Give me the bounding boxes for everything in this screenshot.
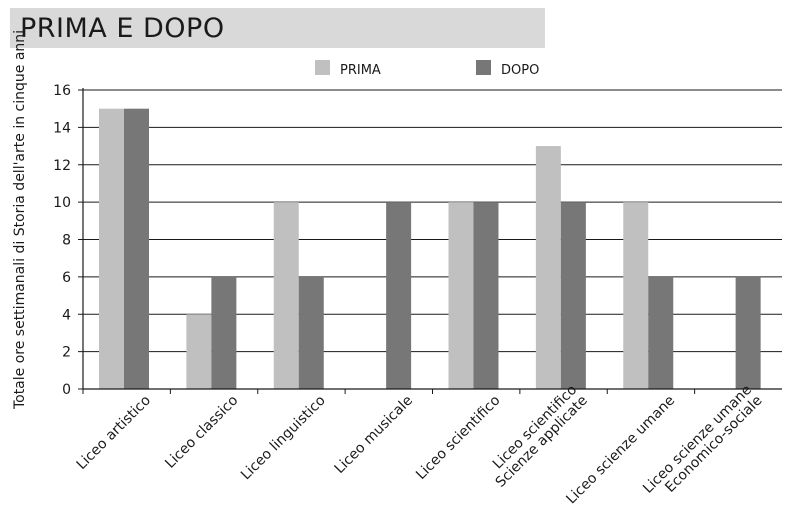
y-tick-label: 16 [53, 83, 71, 99]
y-tick-label: 12 [53, 158, 71, 174]
bar-prima [448, 202, 474, 389]
bar-prima [623, 202, 649, 389]
legend-swatch-prima [315, 60, 330, 75]
x-tick-label-line: Economico-sociale [662, 393, 765, 496]
legend-label-prima: PRIMA [340, 63, 381, 78]
x-tick-label: Liceo scientifico [413, 393, 503, 483]
y-tick-label: 6 [62, 270, 71, 286]
bar-dopo [386, 202, 412, 389]
y-tick-label: 4 [62, 307, 71, 323]
x-tick-label-line: Liceo scientifico [413, 393, 503, 483]
y-tick-label: 10 [53, 195, 71, 211]
y-tick-label: 0 [62, 382, 71, 398]
bar-prima [186, 314, 212, 389]
bar-dopo [298, 276, 324, 389]
y-axis-title: Totale ore settimanali di Storia dell'ar… [12, 30, 28, 410]
bar-prima [99, 108, 124, 389]
x-tick-label-line: Liceo classico [162, 393, 241, 472]
bar-dopo [211, 276, 237, 389]
x-tick-label-line: Liceo linguistico [238, 393, 329, 484]
bar-dopo [473, 202, 499, 389]
y-tick-label: 14 [53, 120, 71, 136]
x-tick-label: Liceo artistico [74, 393, 154, 473]
bar-dopo [648, 276, 674, 389]
bar-prima [535, 146, 561, 389]
x-tick-label: Liceo classico [162, 393, 241, 472]
x-tick-label: Liceo linguistico [238, 393, 329, 484]
legend-label-dopo: DOPO [501, 63, 539, 78]
y-tick-label: 2 [62, 345, 71, 361]
title-bar: PRIMA E DOPO [10, 8, 545, 48]
x-tick-label: Liceo musicale [332, 393, 416, 477]
y-tick-label: 8 [62, 233, 71, 249]
bar-dopo [124, 108, 149, 389]
bar-prima [273, 202, 299, 389]
chart-title: PRIMA E DOPO [20, 13, 225, 44]
x-tick-label-line: Liceo musicale [332, 393, 416, 477]
x-tick-label-line: Liceo artistico [74, 393, 154, 473]
x-tick-label-line: Scienze applicate [493, 393, 591, 491]
bar-dopo [560, 202, 586, 389]
x-tick-label-line: Liceo scienze umane [640, 382, 755, 497]
legend-swatch-dopo [476, 60, 491, 75]
bar-dopo [735, 276, 761, 389]
